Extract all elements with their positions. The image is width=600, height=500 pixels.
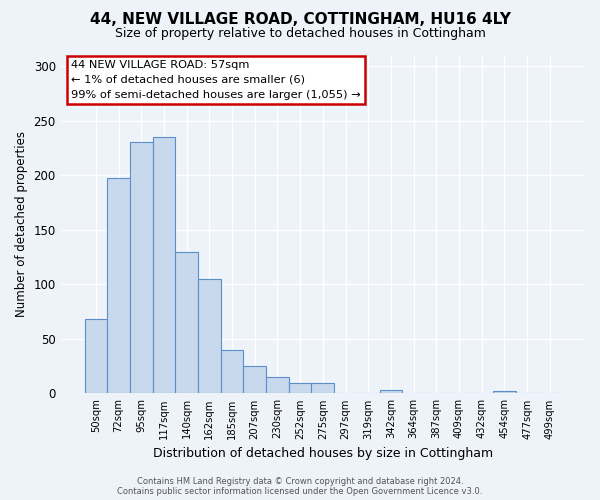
Bar xyxy=(130,142,152,394)
Bar xyxy=(175,252,198,394)
Bar xyxy=(85,319,107,394)
Bar xyxy=(311,382,334,394)
Bar xyxy=(107,178,130,394)
Bar xyxy=(380,390,402,394)
Text: 44 NEW VILLAGE ROAD: 57sqm
← 1% of detached houses are smaller (6)
99% of semi-d: 44 NEW VILLAGE ROAD: 57sqm ← 1% of detac… xyxy=(71,60,361,100)
Text: 44, NEW VILLAGE ROAD, COTTINGHAM, HU16 4LY: 44, NEW VILLAGE ROAD, COTTINGHAM, HU16 4… xyxy=(89,12,511,28)
Bar xyxy=(493,391,516,394)
Bar xyxy=(221,350,244,394)
X-axis label: Distribution of detached houses by size in Cottingham: Distribution of detached houses by size … xyxy=(153,447,493,460)
Bar xyxy=(289,382,311,394)
Text: Contains HM Land Registry data © Crown copyright and database right 2024.
Contai: Contains HM Land Registry data © Crown c… xyxy=(118,476,482,496)
Bar xyxy=(198,279,221,394)
Bar xyxy=(266,377,289,394)
Text: Size of property relative to detached houses in Cottingham: Size of property relative to detached ho… xyxy=(115,28,485,40)
Bar xyxy=(244,366,266,394)
Y-axis label: Number of detached properties: Number of detached properties xyxy=(15,131,28,317)
Bar xyxy=(152,137,175,394)
